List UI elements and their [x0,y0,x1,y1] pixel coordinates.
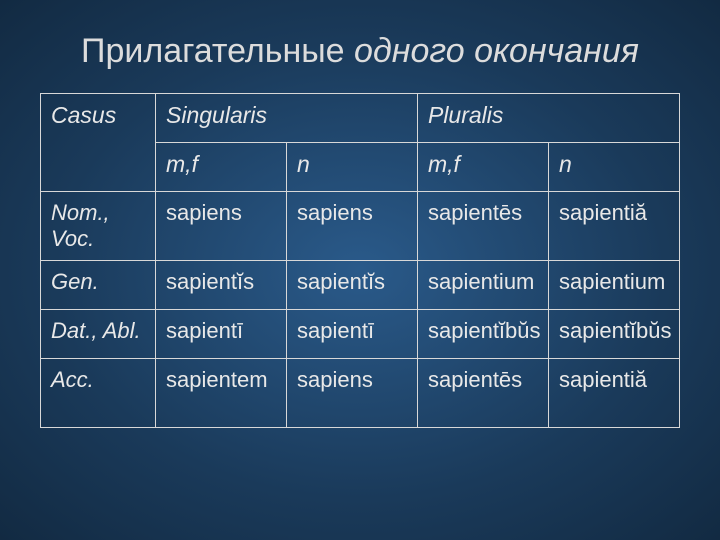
header-mf-plur: m,f [417,142,548,191]
cell: sapientēs [417,358,548,427]
case-gen: Gen. [41,260,156,309]
header-casus: Casus [41,93,156,191]
header-singularis: Singularis [156,93,418,142]
cell: sapientium [548,260,679,309]
cell: sapiens [287,191,418,260]
cell: sapientiă [548,191,679,260]
cell: sapientĭbŭs [548,309,679,358]
cell: sapiens [156,191,287,260]
cell: sapiens [287,358,418,427]
case-dat-abl: Dat., Abl. [41,309,156,358]
cell: sapientĭbŭs [417,309,548,358]
title-italic: одного окончания [354,32,639,70]
table-row: Nom., Voc. sapiens sapiens sapientēs sap… [41,191,680,260]
table-row: Gen. sapientĭs sapientĭs sapientium sapi… [41,260,680,309]
cell: sapientĭs [287,260,418,309]
cell: sapientī [156,309,287,358]
declension-table: Casus Singularis Pluralis m,f n m,f n No… [40,93,680,428]
header-n-plur: n [548,142,679,191]
cell: sapientiă [548,358,679,427]
cell: sapientēs [417,191,548,260]
table-row: Dat., Abl. sapientī sapientī sapientĭbŭs… [41,309,680,358]
title-plain: Прилагательные [81,32,354,70]
header-pluralis: Pluralis [417,93,679,142]
table-header-row-1: Casus Singularis Pluralis [41,93,680,142]
cell: sapientium [417,260,548,309]
slide-title: Прилагательные одного окончания [40,30,680,73]
header-mf-sing: m,f [156,142,287,191]
table-row: Acc. sapientem sapiens sapientēs sapient… [41,358,680,427]
case-nom-voc: Nom., Voc. [41,191,156,260]
header-n-sing: n [287,142,418,191]
cell: sapientĭs [156,260,287,309]
cell: sapientem [156,358,287,427]
case-acc: Acc. [41,358,156,427]
cell: sapientī [287,309,418,358]
slide: Прилагательные одного окончания Casus Si… [0,0,720,540]
